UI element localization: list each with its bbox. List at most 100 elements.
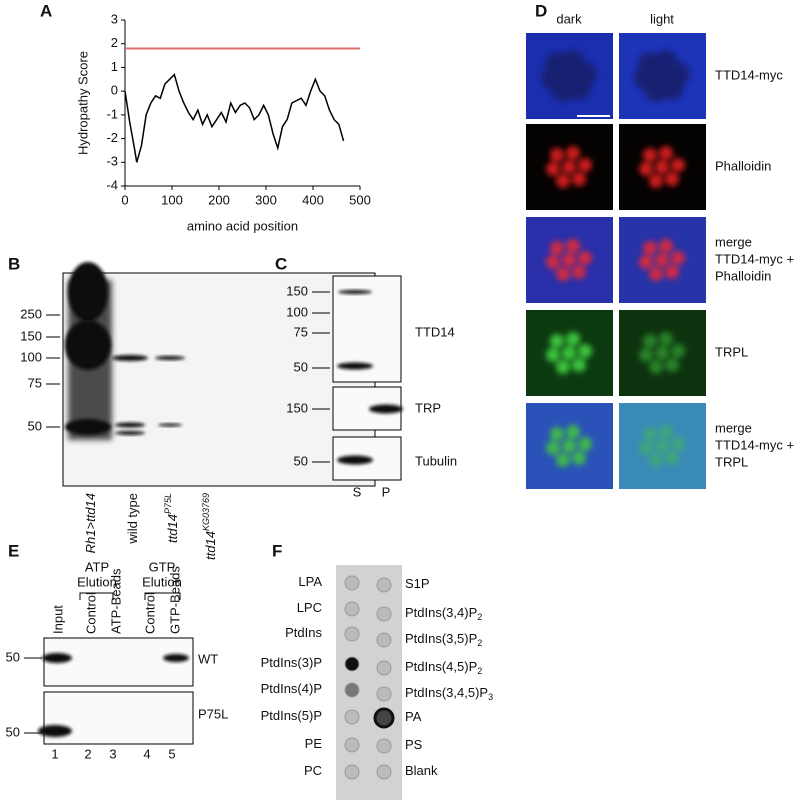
rhabdomere [649, 267, 663, 281]
rhabdomere [556, 174, 570, 188]
rhabdomere [572, 451, 586, 465]
rhabdomere [665, 172, 679, 186]
mw-label: 250 [20, 306, 42, 321]
channel-label: merge [715, 234, 752, 249]
cells [639, 146, 685, 188]
rhabdomere [655, 253, 669, 267]
lipid-label: PtdIns(3,5)P2 [405, 631, 482, 648]
rhabdomere [562, 346, 576, 360]
rhabdomere [649, 174, 663, 188]
protein-label: P75L [198, 706, 228, 721]
x-tick-label: 300 [255, 192, 277, 207]
cells [639, 332, 685, 374]
lipid-label-main: S1P [405, 576, 430, 591]
rhabdomere [643, 148, 657, 162]
panel-label: C [275, 254, 287, 273]
channel-label: TRPL [715, 454, 748, 469]
lipid-spot [376, 686, 392, 702]
bracket [144, 592, 181, 600]
cells [634, 50, 690, 102]
y-tick-label: 1 [111, 59, 118, 74]
rhabdomere [659, 146, 673, 160]
channel-label: Phalloidin [715, 158, 771, 173]
lipid-spot [344, 626, 360, 642]
lane-label-main: Rh1>ttd14 [83, 493, 98, 553]
mw-label: 100 [20, 349, 42, 364]
band [68, 262, 108, 322]
band [112, 355, 148, 361]
panel-label: B [8, 254, 20, 273]
lipid-spot [373, 707, 395, 729]
panel-label: E [8, 541, 19, 560]
lipid-label-main: LPA [298, 574, 322, 589]
rhabdomere [650, 64, 674, 88]
rhabdomere [578, 437, 592, 451]
group-label: Elution [77, 574, 117, 589]
lipid-spot [344, 656, 360, 672]
rhabdomere [643, 241, 657, 255]
band [338, 290, 372, 294]
lane-label: ttd14KG03769 [201, 493, 218, 560]
rhabdomere [639, 162, 653, 176]
panel-label: A [40, 1, 52, 20]
rhabdomere [546, 255, 560, 269]
rhabdomere [546, 348, 560, 362]
rhabdomere [556, 453, 570, 467]
y-tick-label: -3 [106, 154, 118, 169]
lipid-label-sub: 3 [488, 692, 493, 702]
group-label: ATP [85, 559, 109, 574]
channel-label: merge [715, 420, 752, 435]
lipid-spot [344, 601, 360, 617]
rhabdomere [566, 146, 580, 160]
panel-label: D [535, 1, 547, 20]
rhabdomere [649, 360, 663, 374]
rhabdomere [562, 439, 576, 453]
column-label: light [650, 11, 674, 26]
lane-label: ttd14P75L [163, 493, 180, 543]
bracket [79, 592, 114, 600]
rhabdomere [671, 251, 685, 265]
lipid-label: PA [405, 709, 422, 724]
y-tick-label: -2 [106, 130, 118, 145]
lipid-label-main: PA [405, 709, 422, 724]
mw-label: 75 [294, 324, 308, 339]
band [337, 362, 373, 370]
band [115, 422, 145, 428]
band [65, 320, 111, 370]
cells [639, 239, 685, 281]
x-tick-label: 100 [161, 192, 183, 207]
lipid-label: PtdIns(3)P [261, 655, 322, 670]
rhabdomere [546, 441, 560, 455]
lipid-label-main: PtdIns(3,4)P [405, 605, 477, 620]
protein-label: WT [198, 651, 218, 666]
rhabdomere [655, 439, 669, 453]
y-axis-label: Hydropathy Score [75, 51, 90, 155]
column-label: dark [556, 11, 582, 26]
lipid-label: S1P [405, 576, 430, 591]
blot-b [62, 272, 376, 487]
lipid-label-main: PE [305, 736, 323, 751]
lipid-spot [376, 738, 392, 754]
lipid-label: LPA [298, 574, 322, 589]
lipid-label-main: PC [304, 763, 322, 778]
rhabdomere [655, 160, 669, 174]
lipid-spot [344, 709, 360, 725]
rhabdomere [578, 251, 592, 265]
lipid-label: PtdIns(5)P [261, 708, 322, 723]
lipid-label-main: LPC [297, 600, 322, 615]
mw-label: 50 [6, 649, 20, 664]
rhabdomere [562, 253, 576, 267]
band [163, 654, 189, 662]
lipid-label-main: PtdIns(3,4,5)P [405, 685, 488, 700]
lane-label: Input [50, 605, 65, 634]
rhabdomere [566, 239, 580, 253]
channel-label: Phalloidin [715, 268, 771, 283]
mw-label: 150 [20, 328, 42, 343]
channel-label: TTD14-myc + [715, 437, 794, 452]
mw-label: 50 [6, 724, 20, 739]
rhabdomere [639, 255, 653, 269]
rhabdomere [671, 344, 685, 358]
rhabdomere [649, 453, 663, 467]
rhabdomere [659, 332, 673, 346]
